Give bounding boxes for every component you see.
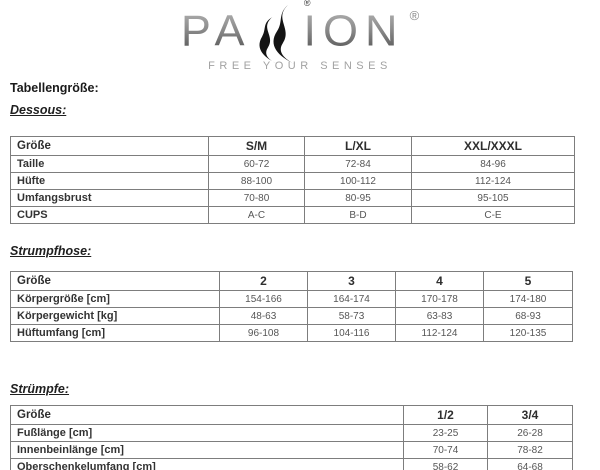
cell-value: 96-108 bbox=[219, 324, 308, 342]
row-label: Hüfte bbox=[10, 172, 209, 190]
cell-value: 170-178 bbox=[395, 290, 484, 308]
cell-value: 154-166 bbox=[219, 290, 308, 308]
cell-value: 23-25 bbox=[403, 424, 488, 442]
column-header-size: L/XL bbox=[304, 136, 412, 156]
struempfe-size-table: Größe 1/2 3/4 Fußlänge [cm] 23-25 26-28 Innenb… bbox=[10, 405, 573, 470]
column-header-size: 4 bbox=[395, 271, 484, 291]
table-row: Oberschenkelumfang [cm] 58-62 64-68 bbox=[10, 458, 573, 470]
registered-trademark-icon: ® bbox=[409, 8, 420, 23]
column-header-size: S/M bbox=[208, 136, 305, 156]
column-header-label: Größe bbox=[10, 271, 220, 291]
cell-value: 58-62 bbox=[403, 458, 488, 470]
cell-value: 26-28 bbox=[487, 424, 573, 442]
row-label: Umfangsbrust bbox=[10, 189, 209, 207]
cell-value: 104-116 bbox=[307, 324, 396, 342]
table-header-row: Größe S/M L/XL XXL/XXXL bbox=[10, 136, 575, 156]
row-label: Fußlänge [cm] bbox=[10, 424, 404, 442]
cell-value: 112-124 bbox=[411, 172, 575, 190]
cell-value: 70-74 bbox=[403, 441, 488, 459]
page-title: Tabellengröße: bbox=[10, 81, 99, 95]
section-strumpfhose: Strumpfhose: Größe 2 3 4 5 Körpergröße [cm] 15… bbox=[10, 224, 590, 342]
column-header-label: Größe bbox=[10, 136, 209, 156]
column-header-size: XXL/XXXL bbox=[411, 136, 575, 156]
row-label: Oberschenkelumfang [cm] bbox=[10, 458, 404, 470]
section-title-struempfe: Strümpfe: bbox=[10, 382, 70, 396]
brand-letters-pa: PA bbox=[180, 6, 252, 55]
section-struempfe: Strümpfe: Größe 1/2 3/4 Fußlänge [cm] 23-25 2… bbox=[10, 342, 590, 470]
cell-value: 80-95 bbox=[304, 189, 412, 207]
table-header-row: Größe 2 3 4 5 bbox=[10, 271, 573, 291]
table-row: Umfangsbrust 70-80 80-95 95-105 bbox=[10, 189, 575, 207]
cell-value: 78-82 bbox=[487, 441, 573, 459]
column-header-label: Größe bbox=[10, 405, 404, 425]
brand-wordmark: PA ® ION ® bbox=[180, 0, 420, 64]
content-area: Tabellengröße: Dessous: Größe S/M L/XL XXL/… bbox=[0, 81, 600, 470]
section-title-dessous: Dessous: bbox=[10, 103, 67, 117]
brand-tagline: FREE YOUR SENSES bbox=[208, 60, 392, 72]
cell-value: 88-100 bbox=[208, 172, 305, 190]
column-header-size: 2 bbox=[219, 271, 308, 291]
row-label: Taille bbox=[10, 155, 209, 173]
table-row: Hüfte 88-100 100-112 112-124 bbox=[10, 172, 575, 190]
column-header-size: 3/4 bbox=[487, 405, 573, 425]
table-row: Taille 60-72 72-84 84-96 bbox=[10, 155, 575, 173]
brand-letters-ion: ION bbox=[303, 6, 405, 55]
table-row: Hüftumfang [cm] 96-108 104-116 112-124 120-1… bbox=[10, 324, 573, 342]
table-header-row: Größe 1/2 3/4 bbox=[10, 405, 573, 425]
cell-value: C-E bbox=[411, 206, 575, 224]
table-row: Fußlänge [cm] 23-25 26-28 bbox=[10, 424, 573, 442]
section-dessous: Dessous: Größe S/M L/XL XXL/XXXL Taille 60-72… bbox=[10, 95, 590, 224]
cell-value: 120-135 bbox=[483, 324, 573, 342]
table-row: Innenbeinlänge [cm] 70-74 78-82 bbox=[10, 441, 573, 459]
cell-value: 60-72 bbox=[208, 155, 305, 173]
dessous-size-table: Größe S/M L/XL XXL/XXXL Taille 60-72 72-84 84-9… bbox=[10, 136, 575, 224]
table-row: Körpergröße [cm] 154-166 164-174 170-178 174… bbox=[10, 290, 573, 308]
column-header-size: 5 bbox=[483, 271, 573, 291]
brand-logo: PA ® ION ® FREE YOUR SENSES bbox=[0, 0, 600, 76]
cell-value: 48-63 bbox=[219, 307, 308, 325]
cell-value: 64-68 bbox=[487, 458, 573, 470]
cell-value: 68-93 bbox=[483, 307, 573, 325]
table-row: CUPS A-C B-D C-E bbox=[10, 206, 575, 224]
row-label: Innenbeinlänge [cm] bbox=[10, 441, 404, 459]
cell-value: B-D bbox=[304, 206, 412, 224]
cell-value: A-C bbox=[208, 206, 305, 224]
column-header-size: 1/2 bbox=[403, 405, 488, 425]
row-label: CUPS bbox=[10, 206, 209, 224]
cell-value: 84-96 bbox=[411, 155, 575, 173]
cell-value: 100-112 bbox=[304, 172, 412, 190]
cell-value: 95-105 bbox=[411, 189, 575, 207]
column-header-size: 3 bbox=[307, 271, 396, 291]
cell-value: 174-180 bbox=[483, 290, 573, 308]
row-label: Körpergewicht [kg] bbox=[10, 307, 220, 325]
cell-value: 63-83 bbox=[395, 307, 484, 325]
row-label: Hüftumfang [cm] bbox=[10, 324, 220, 342]
row-label: Körpergröße [cm] bbox=[10, 290, 220, 308]
cell-value: 70-80 bbox=[208, 189, 305, 207]
cell-value: 72-84 bbox=[304, 155, 412, 173]
strumpfhose-size-table: Größe 2 3 4 5 Körpergröße [cm] 154-166 164-174 1… bbox=[10, 271, 573, 342]
table-row: Körpergewicht [kg] 48-63 58-73 63-83 68-93 bbox=[10, 307, 573, 325]
flame-icon: ® bbox=[253, 0, 311, 64]
cell-value: 112-124 bbox=[395, 324, 484, 342]
registered-trademark-icon: ® bbox=[303, 0, 311, 8]
cell-value: 58-73 bbox=[307, 307, 396, 325]
cell-value: 164-174 bbox=[307, 290, 396, 308]
section-title-strumpfhose: Strumpfhose: bbox=[10, 244, 92, 258]
